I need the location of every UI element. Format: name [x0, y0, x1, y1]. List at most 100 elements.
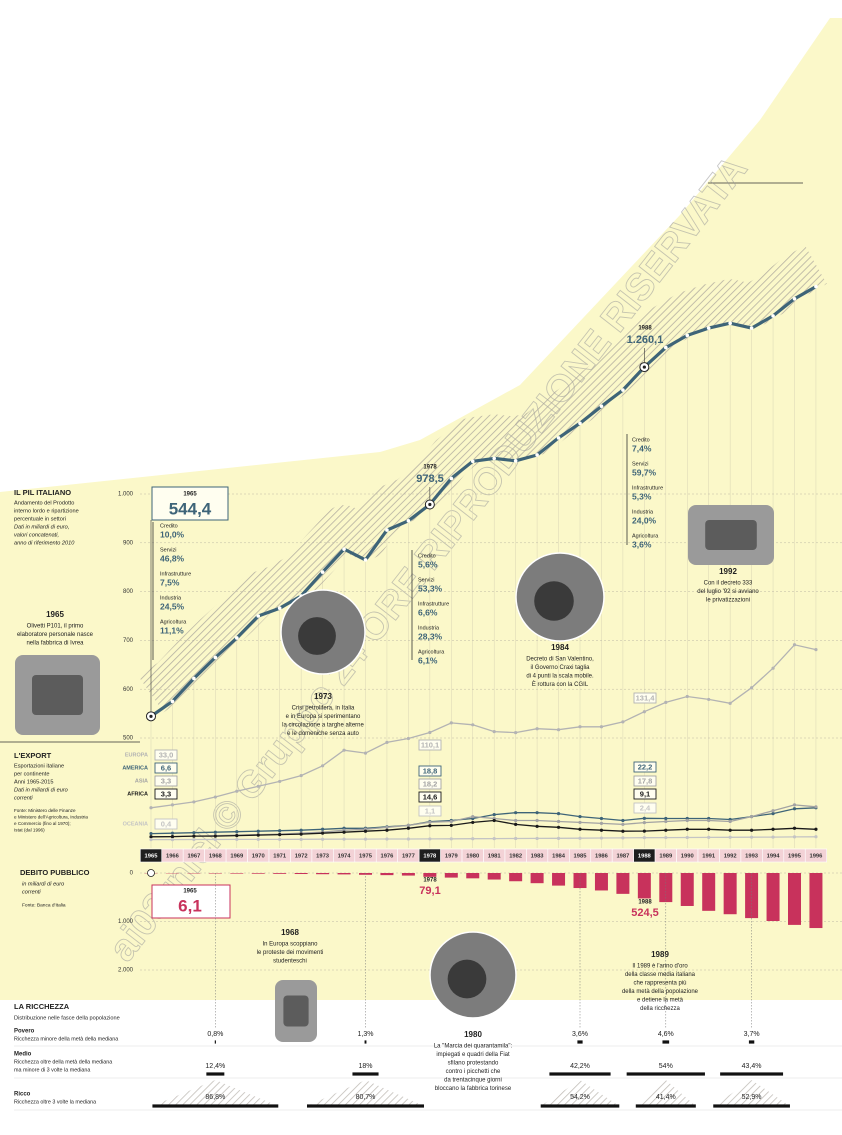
event-text: e detiene la metà — [637, 998, 684, 1004]
export-point — [686, 828, 689, 831]
export-point — [771, 828, 774, 831]
debt-bar — [595, 873, 608, 890]
sector-share: 10,0% — [160, 529, 185, 539]
chart-subtitle: percentuale in settori — [14, 516, 66, 522]
export-point — [621, 830, 624, 833]
export-point — [536, 811, 539, 814]
wealth-bar — [152, 1104, 278, 1107]
debt-bar — [531, 873, 544, 883]
export-point — [171, 803, 174, 806]
y-tick-label: 700 — [123, 638, 134, 644]
photo-detail — [705, 520, 757, 550]
gdp-point — [707, 326, 711, 330]
export-point — [557, 826, 560, 829]
gdp-point — [664, 346, 668, 350]
export-point — [257, 838, 260, 841]
export-point — [600, 829, 603, 832]
chart-source: Fonte: Ministero delle Finanze — [14, 808, 76, 813]
export-point — [171, 838, 174, 841]
debt-bar — [809, 873, 822, 928]
export-point — [514, 823, 517, 826]
chart-subtitle: Anni 1965-2015 — [14, 779, 54, 785]
sector-share: 28,3% — [418, 631, 443, 641]
x-tick-label: 1995 — [788, 854, 802, 860]
photo-detail — [448, 960, 487, 999]
value-label: 18,2 — [423, 779, 438, 788]
export-point — [407, 837, 410, 840]
event-text: le privatizzazioni — [706, 598, 750, 604]
event-text: Crisi petrolifera, in Italia — [292, 706, 355, 712]
legend-label: OCEANIA — [123, 821, 148, 827]
event-text: del luglio '92 si avviano — [697, 589, 759, 595]
gdp-point — [793, 297, 797, 301]
legend-label: AFRICA — [127, 791, 148, 797]
wealth-bar — [541, 1104, 620, 1107]
export-point — [493, 819, 496, 822]
export-point — [557, 812, 560, 815]
debt-bar — [638, 873, 651, 898]
export-point — [750, 836, 753, 839]
debt-bar — [466, 873, 479, 878]
value-label: 12,4% — [205, 1063, 225, 1070]
value-label: 22,2 — [638, 762, 653, 771]
gdp-point — [149, 715, 152, 718]
export-point — [364, 830, 367, 833]
wealth-bar — [215, 1040, 216, 1043]
x-tick-label: 1987 — [616, 854, 629, 860]
gdp-point — [814, 285, 818, 289]
export-point — [514, 731, 517, 734]
export-point — [686, 695, 689, 698]
chart-source: e Commercio (fino al 1970); — [14, 821, 71, 826]
event-year: 1984 — [551, 643, 569, 652]
x-tick-label: 1983 — [531, 854, 545, 860]
gdp-point — [364, 558, 368, 562]
value-label: 3,6% — [572, 1031, 588, 1038]
export-point — [235, 790, 238, 793]
value-year: 1978 — [423, 878, 437, 884]
export-point — [192, 831, 195, 834]
export-point — [557, 820, 560, 823]
event-text: della metà della popolazione — [622, 989, 699, 995]
export-point — [771, 667, 774, 670]
event-text: che rappresenta più — [633, 981, 686, 987]
gdp-point — [321, 570, 325, 574]
value-label: 3,3 — [161, 776, 171, 785]
export-point — [192, 800, 195, 803]
chart-title: DEBITO PUBBLICO — [20, 868, 90, 877]
legend-label: AMERICA — [122, 765, 148, 771]
debt-bar — [552, 873, 565, 886]
export-point — [729, 836, 732, 839]
event-text: della ricchezza — [640, 1006, 680, 1012]
x-tick-label: 1975 — [359, 854, 373, 860]
export-point — [471, 815, 474, 818]
event-text: il Governo Craxi taglia — [530, 665, 590, 671]
wealth-bar — [307, 1104, 424, 1107]
export-point — [214, 831, 217, 834]
export-point — [300, 774, 303, 777]
legend-label: EUROPA — [125, 752, 148, 758]
event-year: 1989 — [651, 950, 669, 959]
export-point — [664, 836, 667, 839]
event-text: In Europa scoppiano — [262, 942, 318, 948]
export-point — [793, 827, 796, 830]
x-tick-label: 1992 — [724, 854, 737, 860]
export-point — [321, 764, 324, 767]
export-point — [729, 829, 732, 832]
export-point — [471, 837, 474, 840]
export-point — [600, 817, 603, 820]
value-label: 43,4% — [742, 1063, 762, 1070]
event-text: Olivetti P101, il primo — [27, 624, 84, 630]
export-point — [557, 728, 560, 731]
export-point — [750, 686, 753, 689]
export-point — [257, 830, 260, 833]
x-tick-label: 1976 — [380, 854, 394, 860]
x-tick-label: 1973 — [316, 854, 330, 860]
gdp-point — [407, 519, 411, 523]
event-year: 1965 — [46, 610, 64, 619]
event-text: È rottura con la CGIL — [532, 681, 589, 688]
value-year: 1978 — [423, 465, 437, 471]
sector-share: 53,3% — [418, 583, 443, 593]
export-point — [600, 836, 603, 839]
chart-title: IL PIL ITALIANO — [14, 488, 71, 497]
gdp-point — [728, 321, 732, 325]
